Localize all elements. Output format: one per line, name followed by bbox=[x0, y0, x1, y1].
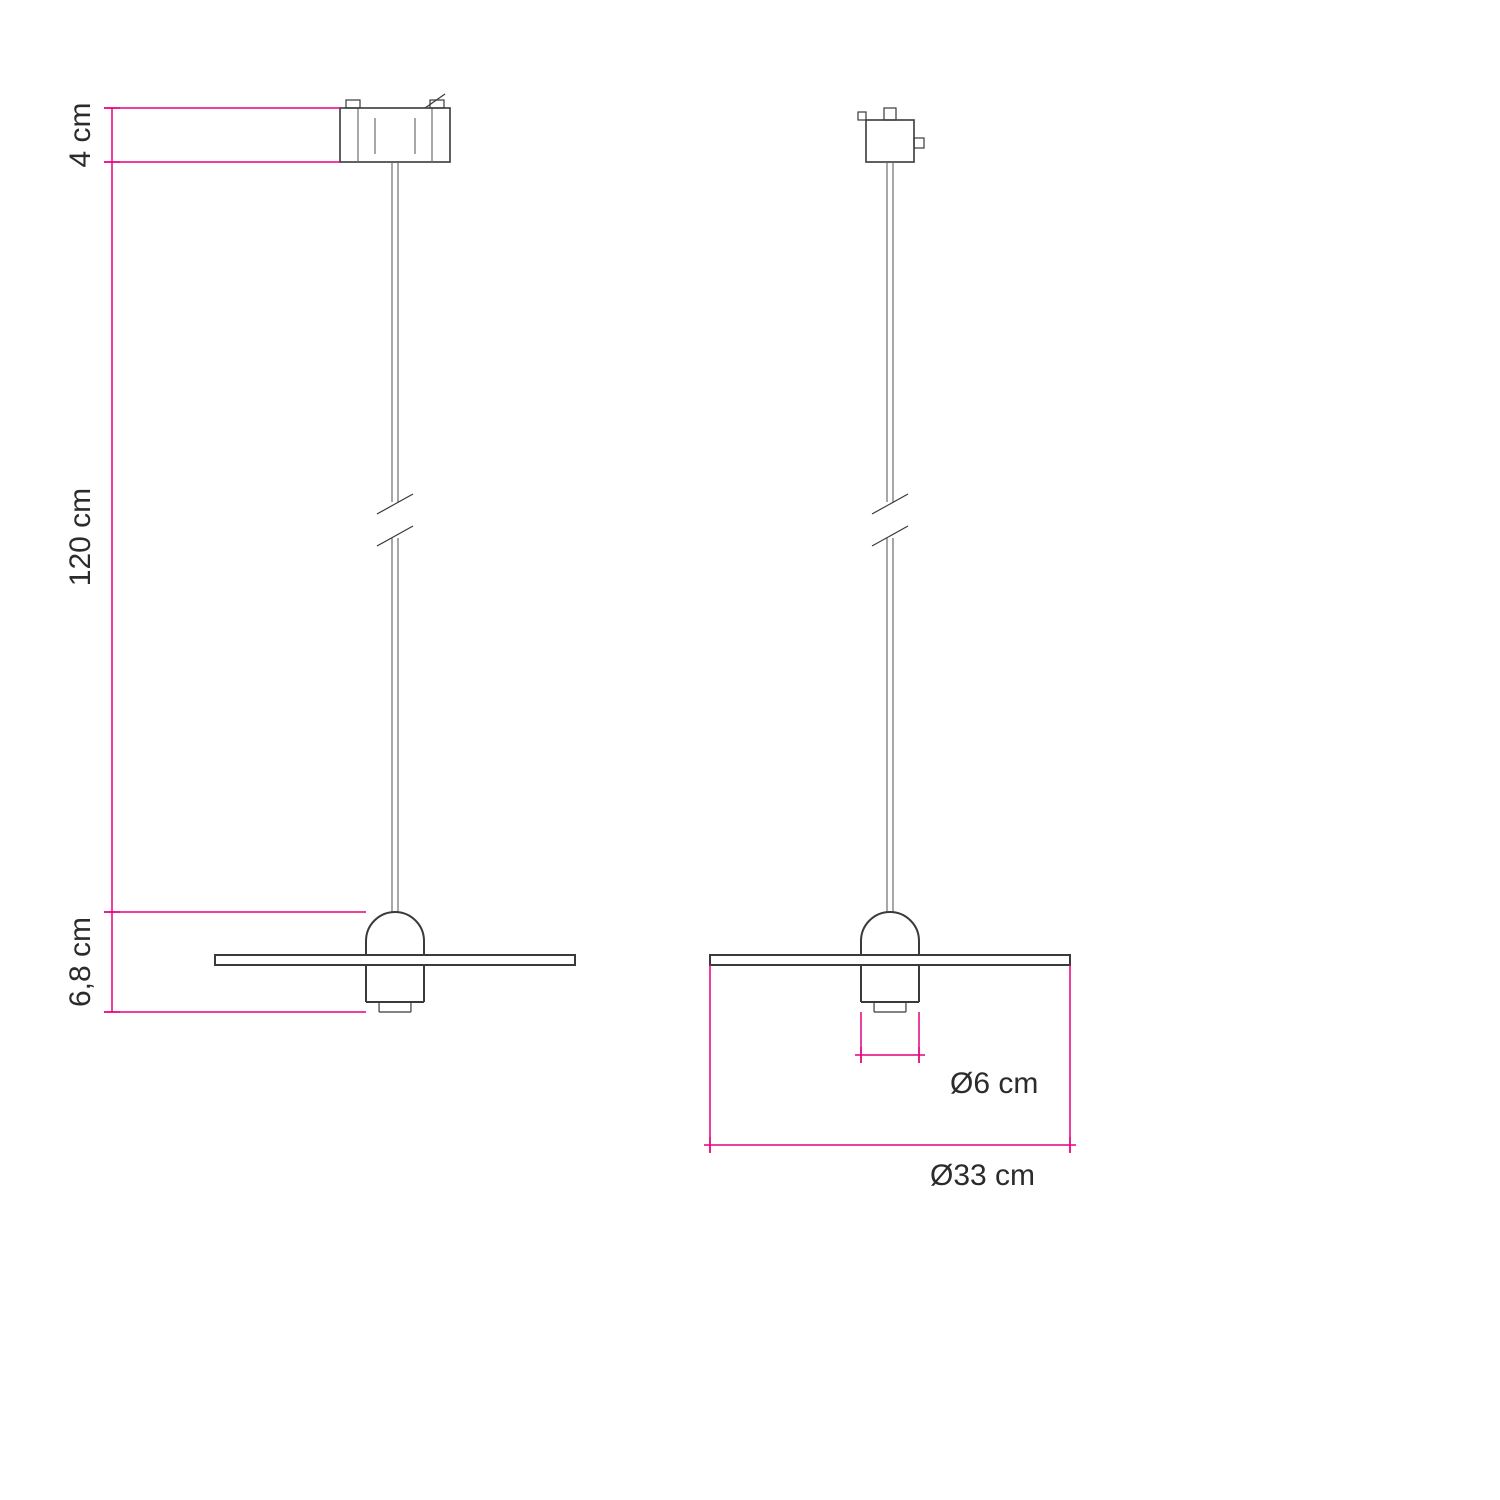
svg-text:6,8 cm: 6,8 cm bbox=[64, 917, 97, 1007]
svg-text:120 cm: 120 cm bbox=[64, 488, 97, 586]
svg-text:4 cm: 4 cm bbox=[64, 102, 97, 167]
svg-text:Ø33 cm: Ø33 cm bbox=[930, 1159, 1035, 1192]
svg-text:Ø6 cm: Ø6 cm bbox=[950, 1067, 1038, 1100]
